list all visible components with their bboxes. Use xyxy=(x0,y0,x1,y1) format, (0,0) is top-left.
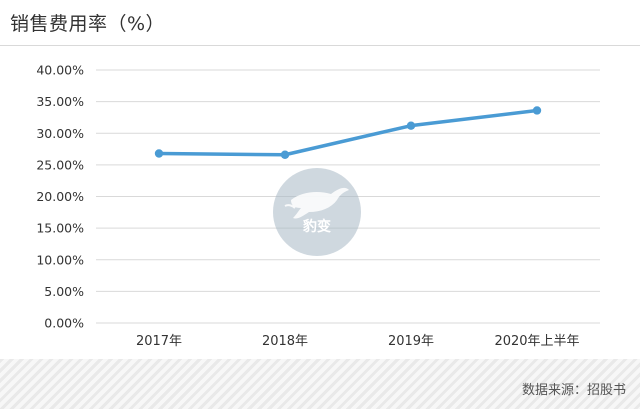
y-tick-label: 40.00% xyxy=(36,63,84,78)
watermark: 豹变 xyxy=(273,168,361,256)
data-point xyxy=(154,149,164,158)
y-tick-label: 15.00% xyxy=(36,221,84,236)
y-tick-label: 30.00% xyxy=(36,126,84,141)
plot-area: 0.00% 5.00% 10.00% 15.00% 20.00% 25.00% 30.00%… xyxy=(0,47,640,359)
x-tick-label: 2017年 xyxy=(136,334,182,349)
y-tick-label: 0.00% xyxy=(44,316,84,331)
data-point xyxy=(406,121,416,130)
watermark-text: 豹变 xyxy=(303,219,331,235)
series-line xyxy=(157,108,539,157)
x-tick-label: 2018年 xyxy=(262,334,308,349)
y-tick-label: 20.00% xyxy=(36,189,84,204)
footer: 数据来源：招股书 xyxy=(0,359,640,409)
y-tick-label: 25.00% xyxy=(36,157,84,172)
line-chart: 0.00% 5.00% 10.00% 15.00% 20.00% 25.00% 30.00%… xyxy=(36,63,600,349)
x-tick-label: 2019年 xyxy=(388,334,434,349)
data-point xyxy=(280,150,290,159)
y-tick-label: 35.00% xyxy=(36,94,84,109)
y-tick-label: 5.00% xyxy=(44,284,84,299)
data-point xyxy=(532,106,542,115)
y-tick-label: 10.00% xyxy=(36,252,84,267)
chart-header: 销售费用率（%） xyxy=(0,0,640,46)
x-tick-label: 2020年上半年 xyxy=(494,334,579,349)
leopard-icon xyxy=(284,187,349,219)
source-note: 数据来源：招股书 xyxy=(521,383,626,398)
chart-title: 销售费用率（%） xyxy=(10,13,166,35)
